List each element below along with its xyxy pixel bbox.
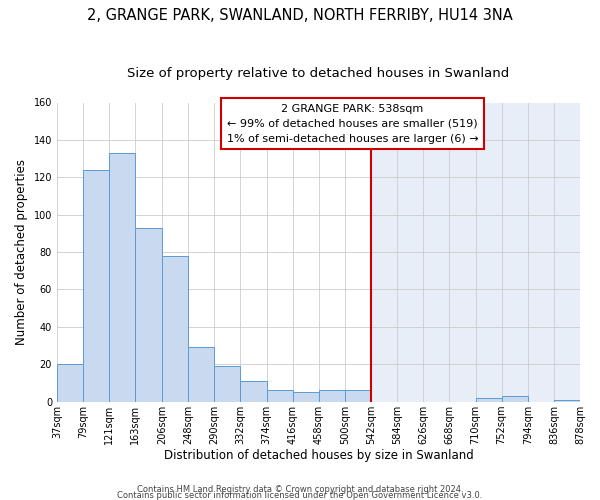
Text: Contains HM Land Registry data © Crown copyright and database right 2024.: Contains HM Land Registry data © Crown c… xyxy=(137,484,463,494)
Bar xyxy=(293,392,319,402)
Title: Size of property relative to detached houses in Swanland: Size of property relative to detached ho… xyxy=(127,68,509,80)
Text: 2, GRANGE PARK, SWANLAND, NORTH FERRIBY, HU14 3NA: 2, GRANGE PARK, SWANLAND, NORTH FERRIBY,… xyxy=(87,8,513,22)
Bar xyxy=(135,228,162,402)
Bar xyxy=(57,364,83,402)
Bar xyxy=(476,398,502,402)
Bar xyxy=(345,390,371,402)
Bar xyxy=(319,390,345,402)
Bar xyxy=(554,400,580,402)
Bar xyxy=(162,256,188,402)
Bar xyxy=(241,381,266,402)
Text: Contains public sector information licensed under the Open Government Licence v3: Contains public sector information licen… xyxy=(118,490,482,500)
X-axis label: Distribution of detached houses by size in Swanland: Distribution of detached houses by size … xyxy=(164,450,473,462)
Text: 2 GRANGE PARK: 538sqm
← 99% of detached houses are smaller (519)
1% of semi-deta: 2 GRANGE PARK: 538sqm ← 99% of detached … xyxy=(227,104,478,144)
Bar xyxy=(83,170,109,402)
Bar xyxy=(502,396,528,402)
Bar xyxy=(214,366,241,402)
Y-axis label: Number of detached properties: Number of detached properties xyxy=(15,159,28,345)
Bar xyxy=(371,102,580,402)
Bar xyxy=(266,390,293,402)
Bar xyxy=(109,153,135,402)
Bar xyxy=(188,348,214,402)
